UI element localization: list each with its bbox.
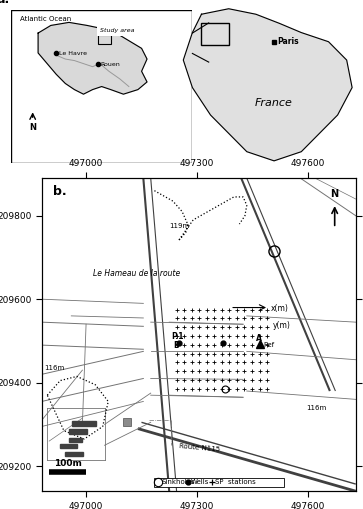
Bar	[65, 451, 83, 456]
Polygon shape	[38, 22, 147, 94]
Text: P.1: P.1	[171, 332, 184, 341]
Text: Le Hameau de la route: Le Hameau de la route	[93, 269, 181, 278]
Bar	[69, 438, 82, 442]
Text: 116m: 116m	[306, 405, 326, 411]
Text: N: N	[29, 123, 36, 132]
Text: Rouen: Rouen	[101, 62, 121, 67]
Bar	[98, 35, 111, 44]
Bar	[72, 421, 97, 427]
Text: b.: b.	[53, 185, 66, 198]
Text: Wells: Wells	[191, 479, 209, 486]
Text: A: A	[256, 333, 262, 343]
Text: 100m: 100m	[54, 459, 82, 468]
Bar	[123, 418, 131, 427]
Polygon shape	[183, 9, 352, 161]
Text: y(m): y(m)	[273, 321, 290, 330]
Bar	[69, 429, 87, 434]
Text: 119m: 119m	[169, 223, 189, 229]
Text: N: N	[331, 189, 339, 199]
Text: Le Havre: Le Havre	[59, 51, 87, 56]
Text: Sinkholes: Sinkholes	[162, 479, 195, 486]
Text: B: B	[173, 341, 179, 350]
Text: Atlantic Ocean: Atlantic Ocean	[20, 16, 71, 22]
Text: Route N115: Route N115	[179, 443, 220, 453]
Text: Ref: Ref	[264, 342, 274, 348]
Text: Paris: Paris	[278, 37, 299, 46]
Text: SP  stations: SP stations	[215, 479, 256, 486]
Text: Study area: Study area	[100, 29, 134, 33]
Text: 116m: 116m	[44, 365, 65, 371]
Text: x(m): x(m)	[271, 304, 289, 313]
Bar	[60, 444, 77, 448]
Text: France: France	[255, 98, 293, 108]
Bar	[201, 23, 229, 45]
Text: a.: a.	[0, 0, 10, 6]
Bar	[154, 478, 284, 487]
